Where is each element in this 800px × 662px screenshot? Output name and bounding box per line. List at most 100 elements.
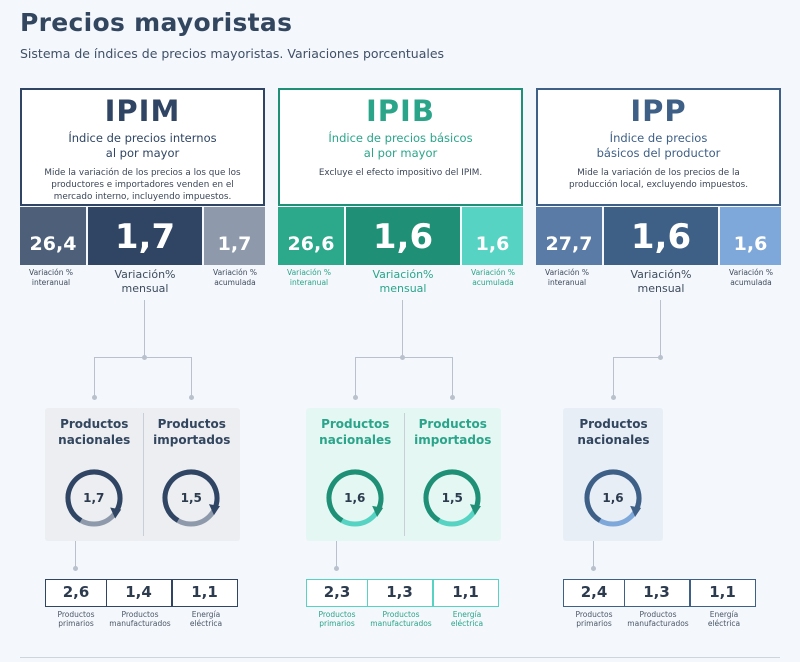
- ipp-breakdown-label: Productos manufacturados: [617, 610, 699, 628]
- ipim-gauge-ring: [162, 469, 221, 527]
- ipib-breakdown-label: Productos manufacturados: [360, 610, 442, 628]
- ipp-gauge-value: 1,6: [602, 491, 624, 505]
- ipp-breakdown-label-line: Productos: [639, 610, 677, 619]
- ipib-connector-branch: [452, 357, 454, 397]
- ipim-acumulada-value: 1,7: [204, 207, 265, 265]
- ipim-mensual-value: 1,7: [88, 207, 202, 265]
- ipp-code: IPP: [630, 94, 687, 128]
- ipim-group-title-line: Productos: [157, 417, 226, 431]
- ipim-mensual-label-line: Variación%: [114, 268, 176, 281]
- ipim-description-line: mercado interno, incluyendo impuestos.: [53, 192, 232, 202]
- ipib-group-title: Productos importados: [405, 416, 500, 448]
- ipim-breakdown-dot: [73, 566, 78, 571]
- ipp-name: Índice de precios básicos del productor: [538, 131, 779, 161]
- ipp-connector-main: [660, 300, 661, 358]
- ipp-breakdown-value: 1,3: [623, 579, 690, 607]
- ipib-interanual-label: Variación % interanual: [276, 268, 342, 288]
- ipp-mensual-label-line: mensual: [637, 282, 685, 295]
- ipib-gauge-value: 1,6: [344, 491, 366, 505]
- ipp-name-line: Índice de precios: [609, 131, 708, 145]
- ipp-mensual-label: Variación% mensual: [604, 268, 718, 296]
- page-subtitle: Sistema de índices de precios mayoristas…: [20, 46, 445, 61]
- ipim-breakdown-label: Productos primarios: [37, 610, 115, 628]
- ipp-acumulada-value: 1,6: [720, 207, 781, 265]
- ipib-group-gauge: 1,5: [420, 466, 484, 530]
- ipp-description-line: producción local, excluyendo impuestos.: [568, 180, 748, 190]
- ipp-gauge-ring: [584, 469, 642, 527]
- ipim-breakdown-label-line: Productos: [57, 610, 95, 619]
- ipib-acumulada-label-line: acumulada: [472, 278, 514, 287]
- ipib-name: Índice de precios básicos al por mayor: [280, 131, 521, 161]
- ipib-interanual-label-line: interanual: [289, 278, 329, 287]
- ipp-name-line: básicos del productor: [596, 146, 721, 160]
- ipim-group-title-line: Productos: [60, 417, 129, 431]
- ipib-breakdown-label-line: manufacturados: [370, 619, 432, 628]
- ipp-connector-horizontal: [613, 357, 660, 358]
- ipim-groups-divider: [142, 413, 144, 536]
- ipib-mensual-value: 1,6: [346, 207, 460, 265]
- ipib-group-title-line: importados: [414, 433, 492, 447]
- ipim-interanual-label-line: interanual: [31, 278, 71, 287]
- ipib-breakdown-value: 1,3: [366, 579, 433, 607]
- ipim-gauge-arrow-icon: [109, 507, 121, 519]
- ipim-breakdown-value: 1,4: [105, 579, 172, 607]
- ipim-connector-main: [144, 300, 145, 358]
- ipib-connector-branch-dot: [352, 395, 358, 400]
- ipp-description: Mide la variación de los precios de la pr…: [548, 167, 769, 191]
- ipp-interanual-value: 27,7: [536, 207, 602, 265]
- ipim-group-title-line: importados: [153, 433, 231, 447]
- ipib-gauge-arrow-icon: [470, 504, 482, 516]
- ipib-breakdown-dot: [334, 566, 339, 571]
- ipp-breakdown-value: 2,4: [563, 579, 625, 607]
- ipim-interanual-label: Variación % interanual: [18, 268, 84, 288]
- ipim-breakdown-label-line: Productos: [121, 610, 159, 619]
- ipib-connector-horizontal: [354, 357, 453, 358]
- ipib-group-title-line: Productos: [418, 417, 487, 431]
- ipib-breakdown-label: Energía eléctrica: [426, 610, 508, 628]
- ipp-breakdown-label-line: Energía: [709, 610, 739, 619]
- ipp-breakdown-connector: [593, 541, 594, 568]
- ipp-card: IPP Índice de precios básicos del producto…: [536, 88, 781, 206]
- ipim-group-title: Productos nacionales: [47, 416, 142, 448]
- ipib-gauge-ring: [423, 469, 482, 527]
- ipp-description-line: Mide la variación de los precios de la: [577, 168, 740, 178]
- ipp-gauge-arrow-icon: [630, 505, 642, 517]
- ipib-mensual-label-line: mensual: [379, 282, 427, 295]
- ipim-breakdown-value: 1,1: [171, 579, 238, 607]
- ipim-name-line: al por mayor: [105, 146, 180, 160]
- ipp-connector-branch: [613, 357, 614, 397]
- ipp-breakdown-value: 1,1: [689, 579, 756, 607]
- ipib-acumulada-label: Variación % acumulada: [460, 268, 526, 288]
- ipim-breakdown-label-line: eléctrica: [189, 619, 223, 628]
- ipib-gauge-ring: [326, 469, 384, 527]
- ipim-acumulada-label-line: Variación %: [213, 268, 257, 277]
- ipp-group-title: Productos nacionales: [566, 416, 661, 448]
- ipp-group-title-line: nacionales: [577, 433, 650, 447]
- ipim-mensual-label: Variación% mensual: [88, 268, 202, 296]
- ipib-acumulada-label-line: Variación %: [471, 268, 515, 277]
- ipim-description-line: Mide la variación de los precios a los q…: [44, 168, 241, 178]
- ipib-interanual-label-line: Variación %: [287, 268, 331, 277]
- ipim-interanual-label-line: Variación %: [29, 268, 73, 277]
- ipp-acumulada-label-line: Variación %: [729, 268, 773, 277]
- ipib-connector-main: [402, 300, 403, 358]
- ipib-code: IPIB: [366, 94, 435, 128]
- ipp-breakdown-dot: [591, 566, 596, 571]
- ipp-acumulada-label: Variación % acumulada: [718, 268, 784, 288]
- ipp-acumulada-label-line: acumulada: [730, 278, 772, 287]
- ipib-breakdown-label-line: Productos: [318, 610, 356, 619]
- page-title: Precios mayoristas: [20, 8, 293, 37]
- ipib-breakdown-label-line: eléctrica: [450, 619, 484, 628]
- ipp-interanual-label-line: interanual: [547, 278, 587, 287]
- ipib-mensual-label-line: Variación%: [372, 268, 434, 281]
- ipp-breakdown-label-line: primarios: [576, 619, 612, 628]
- ipim-breakdown-label-line: primarios: [58, 619, 94, 628]
- ipib-breakdown-label-line: Productos: [382, 610, 420, 619]
- ipib-group-title-line: nacionales: [319, 433, 392, 447]
- ipib-name-line: Índice de precios básicos: [328, 131, 473, 145]
- ipim-connector-branch: [191, 357, 193, 397]
- ipim-group-gauge: 1,7: [62, 466, 126, 530]
- ipim-group-title-line: nacionales: [58, 433, 131, 447]
- ipib-description: Excluye el efecto impositivo del IPIM.: [290, 167, 511, 179]
- ipib-group-gauge: 1,6: [323, 466, 387, 530]
